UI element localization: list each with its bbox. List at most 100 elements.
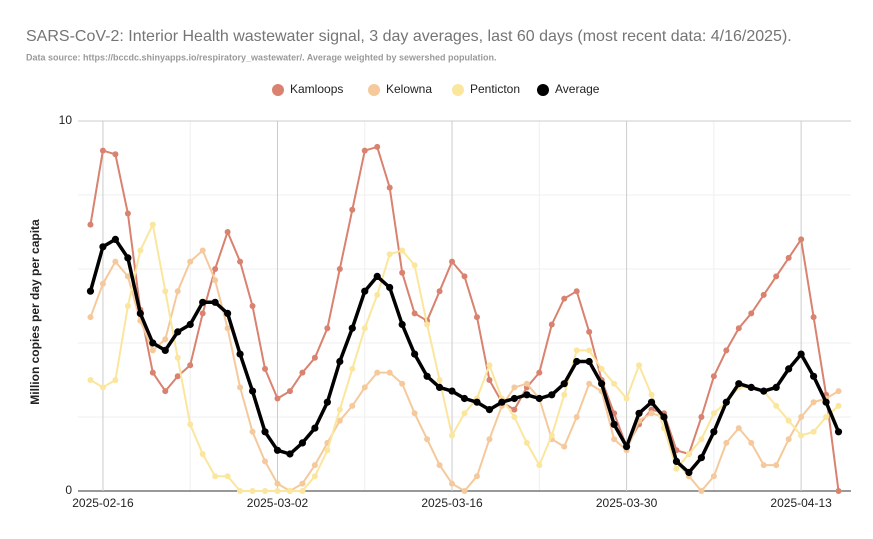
data-point xyxy=(324,447,331,454)
data-point xyxy=(273,446,282,454)
data-point xyxy=(199,451,206,457)
data-point xyxy=(373,272,381,280)
data-point xyxy=(261,428,269,436)
data-point xyxy=(461,488,468,494)
data-point xyxy=(523,380,530,387)
data-point xyxy=(249,428,256,435)
data-point xyxy=(398,320,406,329)
data-point xyxy=(124,273,131,280)
data-point xyxy=(548,391,556,399)
data-point xyxy=(374,291,381,298)
data-point xyxy=(349,206,356,213)
data-point xyxy=(636,362,643,369)
data-point xyxy=(735,325,742,332)
data-point xyxy=(798,432,805,439)
data-point xyxy=(710,473,717,480)
data-point xyxy=(511,384,518,391)
data-point xyxy=(785,365,793,373)
data-point xyxy=(187,421,194,428)
data-point xyxy=(436,462,443,469)
data-point xyxy=(773,462,780,469)
data-point xyxy=(299,480,306,487)
data-point xyxy=(237,384,244,391)
data-point xyxy=(822,398,830,406)
data-point xyxy=(137,247,144,254)
data-point xyxy=(723,439,730,446)
data-point xyxy=(224,229,231,235)
legend-marker xyxy=(452,84,464,96)
y-tick-label: 10 xyxy=(59,113,73,127)
data-point xyxy=(461,273,468,280)
data-point xyxy=(436,288,443,295)
data-point xyxy=(561,391,568,398)
data-point xyxy=(809,372,818,380)
data-point xyxy=(710,428,718,436)
data-point xyxy=(673,465,680,472)
grid: 0 10 2025-02-16 2025-03-02 2025-03-16 2025-03… xyxy=(59,113,851,510)
data-point xyxy=(212,473,219,480)
data-point xyxy=(186,320,194,329)
data-point xyxy=(348,324,356,332)
data-point xyxy=(648,410,655,417)
data-point xyxy=(162,388,169,395)
data-point xyxy=(449,258,456,265)
x-tick-label: 2025-04-13 xyxy=(770,496,832,510)
data-point xyxy=(748,310,755,317)
data-point xyxy=(835,488,842,494)
data-point xyxy=(610,420,618,428)
y-axis-label: Million copies per day per capita xyxy=(28,219,42,405)
data-point xyxy=(124,254,132,262)
data-point xyxy=(149,221,156,228)
data-point xyxy=(523,391,531,399)
data-point xyxy=(672,457,681,465)
data-point xyxy=(99,243,107,251)
data-point xyxy=(212,266,219,272)
data-point xyxy=(86,287,95,295)
legend-label: Kamloops xyxy=(290,82,343,96)
data-point xyxy=(598,380,606,388)
data-point xyxy=(635,409,643,417)
data-point xyxy=(785,436,792,443)
data-point xyxy=(835,388,842,395)
legend-label: Penticton xyxy=(470,82,520,96)
data-point xyxy=(810,428,817,435)
data-point xyxy=(262,365,269,372)
data-point xyxy=(586,347,593,354)
data-point xyxy=(323,398,331,406)
x-tick-label: 2025-03-16 xyxy=(421,496,483,510)
chart-title: SARS-CoV-2: Interior Health wastewater s… xyxy=(26,28,792,45)
data-point xyxy=(722,398,730,406)
chart-subtitle: Data source: https://bccdc.shinyapps.io/… xyxy=(26,52,496,62)
data-point xyxy=(274,480,281,487)
data-point xyxy=(772,383,780,391)
data-point xyxy=(286,488,293,494)
data-point xyxy=(560,380,568,388)
data-point xyxy=(411,310,418,317)
data-point xyxy=(448,387,456,395)
data-point xyxy=(237,258,244,265)
data-point xyxy=(698,414,705,420)
data-point xyxy=(286,450,294,458)
data-point xyxy=(411,410,418,417)
data-point xyxy=(262,458,269,465)
data-point xyxy=(611,436,618,443)
data-point xyxy=(299,488,306,494)
data-point xyxy=(748,439,755,446)
data-point xyxy=(399,269,406,276)
data-point xyxy=(423,372,431,380)
data-point xyxy=(161,346,169,354)
data-point xyxy=(112,258,119,265)
data-point xyxy=(174,354,181,361)
data-point xyxy=(411,350,419,358)
data-point xyxy=(274,488,281,494)
data-point xyxy=(374,369,381,376)
data-point xyxy=(735,425,742,432)
data-point xyxy=(124,303,131,309)
data-point xyxy=(510,394,518,403)
data-point xyxy=(262,488,269,494)
data-point xyxy=(511,406,518,413)
data-point xyxy=(149,369,156,376)
data-point xyxy=(311,424,319,432)
data-point xyxy=(473,314,480,321)
legend-label: Kelowna xyxy=(386,82,432,96)
